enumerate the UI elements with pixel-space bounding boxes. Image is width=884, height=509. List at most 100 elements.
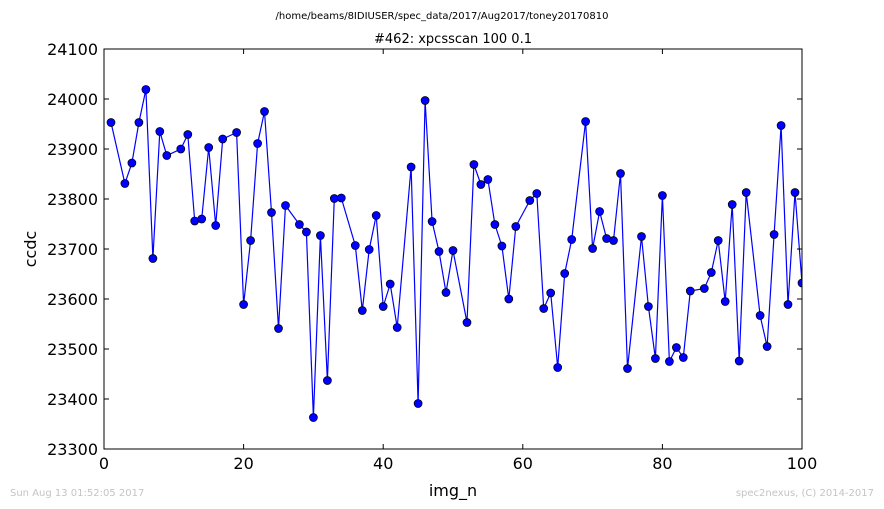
data-point — [595, 207, 604, 216]
x-tick-label: 0 — [99, 454, 109, 473]
data-point — [672, 343, 681, 352]
data-point — [141, 85, 151, 94]
data-point — [309, 413, 318, 422]
data-point — [427, 217, 437, 226]
series-group — [106, 85, 802, 422]
data-point — [413, 399, 423, 408]
data-point — [741, 188, 751, 197]
data-point — [734, 356, 744, 366]
data-point — [232, 128, 241, 137]
data-point — [176, 144, 186, 154]
chart-suptitle: /home/beams/8IDIUSER/spec_data/2017/Aug2… — [276, 11, 609, 22]
data-point — [490, 220, 500, 229]
data-point — [267, 208, 276, 217]
data-point — [616, 169, 625, 178]
data-point — [371, 211, 381, 220]
data-point — [553, 363, 563, 372]
data-point — [769, 230, 779, 239]
y-tick-label: 23700 — [47, 240, 98, 259]
data-point — [511, 222, 521, 231]
data-point — [755, 311, 765, 320]
data-point — [546, 288, 556, 298]
data-point — [302, 227, 311, 237]
footer-timestamp: Sun Aug 13 01:52:05 2017 — [10, 488, 145, 499]
data-point — [316, 231, 325, 240]
data-point — [448, 246, 458, 255]
data-point — [336, 193, 346, 203]
data-point — [260, 107, 269, 116]
data-point — [497, 241, 507, 251]
data-point — [357, 306, 367, 315]
y-tick-label: 23800 — [47, 190, 98, 209]
data-point — [727, 200, 737, 209]
data-point — [239, 300, 248, 309]
data-point — [134, 118, 144, 127]
data-point — [197, 214, 207, 224]
data-point — [609, 236, 618, 245]
data-point — [623, 364, 632, 373]
data-point — [295, 220, 304, 229]
y-tick-label: 23400 — [47, 390, 98, 409]
data-point — [253, 139, 262, 148]
data-point — [483, 175, 493, 184]
data-point — [581, 117, 590, 126]
y-tick-label: 23600 — [47, 290, 98, 309]
data-point — [148, 254, 158, 263]
x-axis-label: img_n — [429, 481, 477, 501]
data-point — [651, 354, 660, 363]
data-point — [525, 196, 535, 205]
x-tick-label: 80 — [652, 454, 672, 473]
y-tick-label: 23900 — [47, 140, 98, 159]
x-tick-label: 40 — [373, 454, 393, 473]
data-point — [385, 279, 395, 289]
data-point — [658, 191, 667, 200]
data-point — [637, 232, 646, 241]
data-point — [434, 247, 444, 256]
data-point — [246, 236, 255, 245]
x-tick-label: 100 — [787, 454, 818, 473]
y-tick-label: 24000 — [47, 90, 98, 109]
data-point — [685, 286, 695, 296]
data-point — [420, 96, 430, 105]
x-tick-label: 60 — [513, 454, 533, 473]
data-point — [364, 245, 374, 254]
data-point — [790, 188, 800, 197]
data-point — [204, 143, 214, 152]
data-point — [323, 376, 332, 385]
data-point — [762, 342, 772, 351]
data-point — [713, 236, 723, 245]
footer-credit: spec2nexus, (C) 2014-2017 — [735, 488, 874, 499]
data-point — [720, 297, 730, 306]
data-point — [127, 158, 137, 168]
data-point — [281, 201, 290, 210]
x-tick-label: 20 — [233, 454, 253, 473]
data-point — [155, 127, 165, 136]
data-point — [783, 300, 793, 309]
series-line — [110, 89, 802, 418]
data-point — [504, 294, 514, 304]
data-point — [644, 302, 653, 311]
data-point — [350, 241, 360, 250]
data-point — [588, 244, 597, 253]
data-point — [120, 179, 130, 188]
data-point — [699, 284, 709, 293]
data-point — [776, 121, 786, 130]
y-tick-label: 24100 — [47, 40, 98, 59]
data-point — [462, 318, 472, 327]
data-point — [706, 268, 716, 277]
data-point — [378, 302, 388, 311]
data-point — [392, 323, 402, 332]
data-point — [406, 162, 416, 172]
data-point — [183, 130, 193, 139]
data-point — [211, 221, 221, 230]
data-point — [162, 151, 172, 160]
data-point — [469, 160, 479, 169]
y-tick-label: 23500 — [47, 340, 98, 359]
data-point — [797, 278, 802, 288]
data-point — [567, 235, 577, 244]
y-tick-label: 23300 — [47, 440, 98, 459]
data-point — [274, 324, 283, 333]
data-point — [106, 118, 116, 127]
data-point — [665, 357, 674, 366]
